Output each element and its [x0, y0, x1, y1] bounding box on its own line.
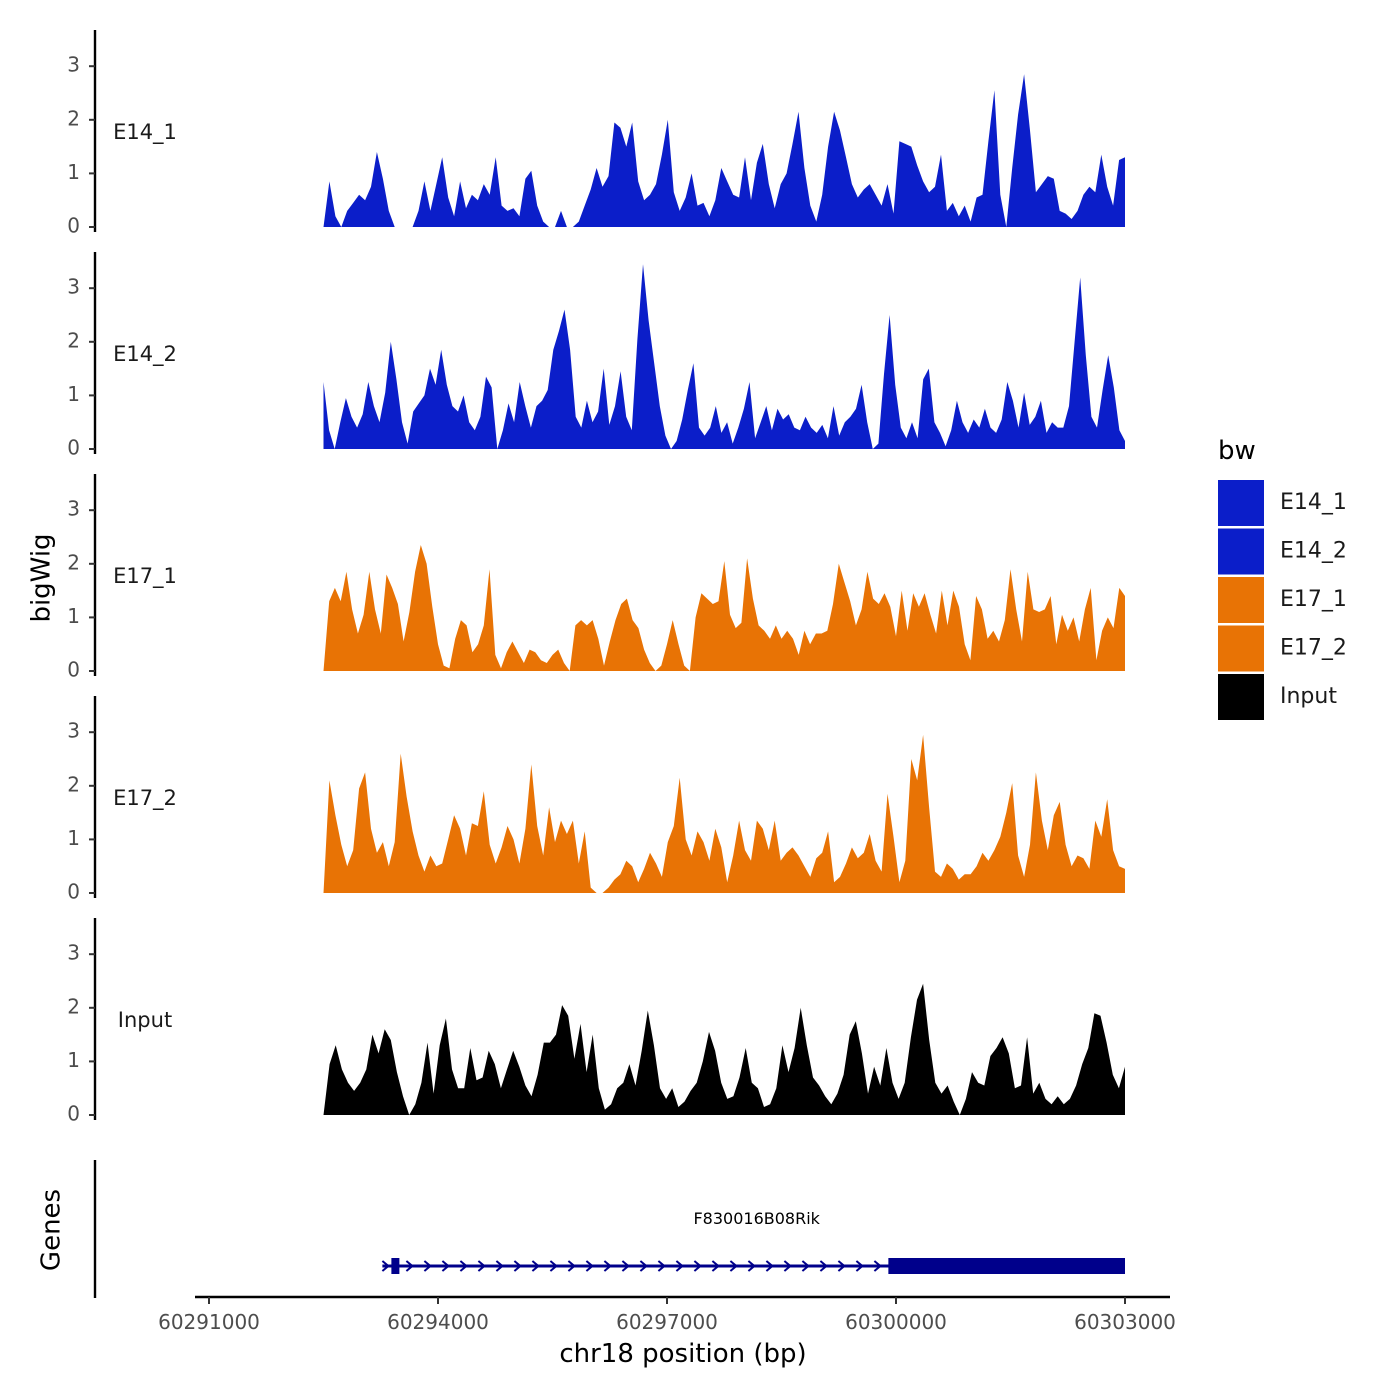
track-label: E14_1 — [113, 120, 177, 145]
strand-arrow — [513, 1260, 522, 1272]
y-tick-label: 3 — [67, 275, 80, 299]
gene-name-label: F830016B08Rik — [693, 1209, 820, 1228]
gene-model — [381, 1258, 1125, 1274]
strand-arrow — [405, 1260, 414, 1272]
y-tick-label: 0 — [67, 436, 80, 460]
y-tick-label: 1 — [67, 160, 80, 184]
y-tick-label: 3 — [67, 53, 80, 77]
legend-label: E17_1 — [1280, 587, 1347, 612]
strand-arrow — [549, 1260, 558, 1272]
legend-swatch-E17_1 — [1218, 577, 1264, 623]
y-tick-label: 2 — [67, 328, 80, 352]
track-label: E14_2 — [113, 342, 177, 367]
x-axis: 60291000 60294000 60297000 60300000 60303000 — [158, 1295, 1176, 1334]
strand-arrow — [477, 1260, 486, 1272]
x-tick-label: 60294000 — [387, 1310, 489, 1334]
legend-title: bw — [1218, 436, 1256, 466]
track-E17_2: 0 1 2 3 E17_2 — [67, 696, 1125, 904]
legend-swatch-E17_2 — [1218, 625, 1264, 672]
track-label: E17_1 — [113, 564, 177, 589]
y-axis-title: bigWig — [27, 533, 57, 622]
y-tick-label: 0 — [67, 658, 80, 682]
strand-arrow — [531, 1260, 540, 1272]
strand-arrow — [801, 1260, 810, 1272]
legend-label: E14_1 — [1280, 490, 1347, 515]
strand-arrow — [819, 1260, 828, 1272]
y-tick-label: 0 — [67, 880, 80, 904]
legend-label: E17_2 — [1280, 636, 1347, 661]
gene-cds-block — [888, 1258, 1125, 1274]
x-tick-label: 60303000 — [1074, 1310, 1176, 1334]
strand-arrow — [747, 1260, 756, 1272]
strand-arrow — [783, 1260, 792, 1272]
y-tick-label: 2 — [67, 550, 80, 574]
y-tick-label: 3 — [67, 941, 80, 965]
strand-arrow — [873, 1260, 882, 1272]
strand-arrow — [675, 1260, 684, 1272]
strand-arrow — [495, 1260, 504, 1272]
strand-arrow — [855, 1260, 864, 1272]
legend-swatch-Input — [1218, 674, 1264, 720]
strand-arrow — [837, 1260, 846, 1272]
coverage-area-E17_2 — [323, 734, 1125, 893]
x-tick-label: 60300000 — [845, 1310, 947, 1334]
strand-arrow — [729, 1260, 738, 1272]
strand-arrow — [423, 1260, 432, 1272]
y-tick-label: 3 — [67, 719, 80, 743]
coverage-area-Input — [323, 983, 1125, 1115]
x-axis-title: chr18 position (bp) — [559, 1339, 806, 1369]
strand-arrow — [657, 1260, 666, 1272]
coverage-area-E14_1 — [323, 74, 1125, 227]
legend-label: Input — [1280, 684, 1337, 709]
strand-arrow — [441, 1260, 450, 1272]
strand-arrow — [585, 1260, 594, 1272]
strand-arrow — [639, 1260, 648, 1272]
legend: bw E14_1 E14_2 E17_1 E17_2 Input — [1218, 436, 1347, 720]
genes-panel: Genes F830016B08Rik — [37, 1160, 1125, 1298]
track-label: E17_2 — [113, 786, 177, 811]
x-tick-label: 60297000 — [616, 1310, 718, 1334]
y-tick-label: 3 — [67, 497, 80, 521]
strand-arrow — [567, 1260, 576, 1272]
strand-arrow — [381, 1260, 390, 1272]
coverage-area-E17_1 — [323, 545, 1125, 671]
tracks-layer: 0 1 2 3 E14_1 0 1 2 3 E14_2 0 1 2 3 E17_1 0 1 2 3 E17_2 0 1 2 3… — [67, 30, 1125, 1126]
track-Input: 0 1 2 3 Input — [67, 918, 1125, 1126]
y-tick-label: 2 — [67, 772, 80, 796]
y-tick-label: 2 — [67, 994, 80, 1018]
strand-arrow — [459, 1260, 468, 1272]
y-tick-label: 0 — [67, 214, 80, 238]
x-tick-label: 60291000 — [158, 1310, 260, 1334]
gene-exon — [391, 1258, 400, 1274]
track-label: Input — [118, 1008, 172, 1032]
strand-arrow — [765, 1260, 774, 1272]
legend-swatch-E14_2 — [1218, 528, 1264, 575]
legend-label: E14_2 — [1280, 539, 1347, 564]
track-E14_1: 0 1 2 3 E14_1 — [67, 30, 1125, 238]
y-tick-label: 1 — [67, 826, 80, 850]
strand-arrow — [621, 1260, 630, 1272]
y-tick-label: 1 — [67, 604, 80, 628]
y-tick-label: 1 — [67, 1048, 80, 1072]
y-tick-label: 1 — [67, 382, 80, 406]
genes-track-label: Genes — [37, 1189, 67, 1271]
legend-swatch-E14_1 — [1218, 480, 1264, 526]
strand-arrow — [603, 1260, 612, 1272]
strand-arrow — [711, 1260, 720, 1272]
strand-arrow — [693, 1260, 702, 1272]
y-tick-label: 0 — [67, 1102, 80, 1126]
y-tick-label: 2 — [67, 106, 80, 130]
coverage-area-E14_2 — [323, 264, 1125, 449]
track-E14_2: 0 1 2 3 E14_2 — [67, 252, 1125, 460]
track-E17_1: 0 1 2 3 E17_1 — [67, 474, 1125, 682]
